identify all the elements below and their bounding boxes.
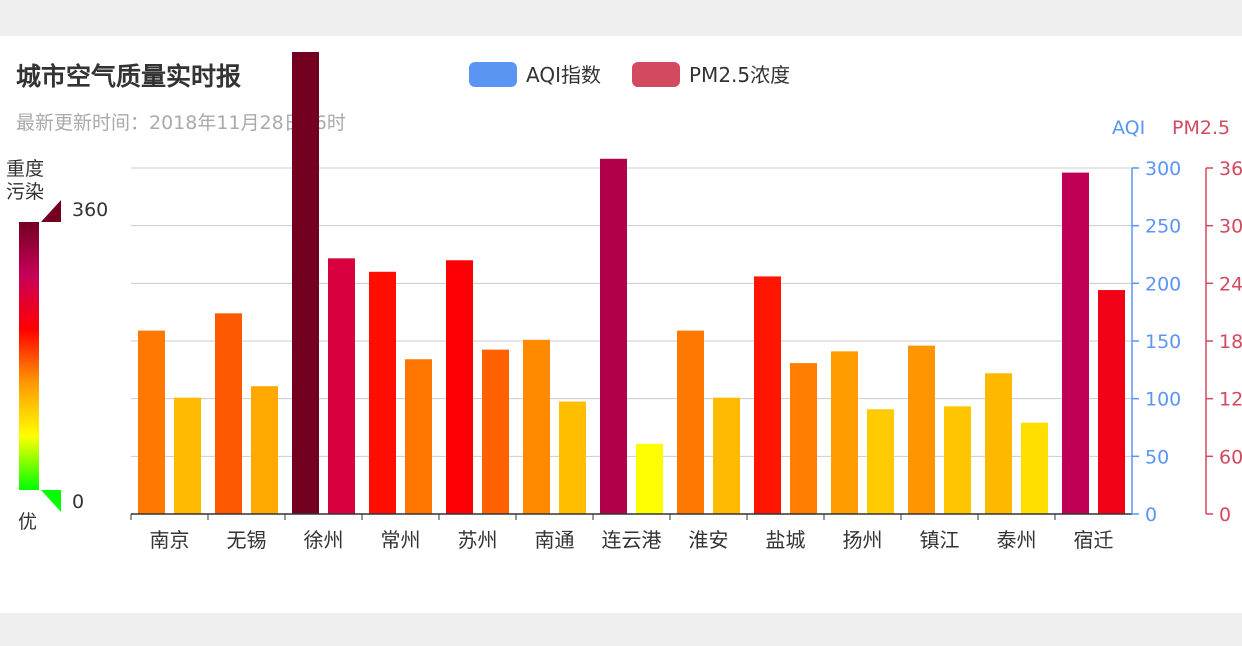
pm25-bar[interactable] [867,409,894,514]
x-tick-label: 南通 [535,528,575,552]
aqi-bar[interactable] [446,260,473,514]
y-tick-label-pm25: 360 [1219,158,1242,180]
y-tick-label-aqi: 150 [1145,331,1181,353]
x-tick-label: 常州 [381,528,421,552]
legend: AQI指数 PM2.5浓度 [469,62,790,87]
legend-label-pm25[interactable]: PM2.5浓度 [689,63,790,87]
x-tick-label: 盐城 [766,528,806,552]
pm25-bar[interactable] [405,359,432,514]
pm25-bar[interactable] [1098,290,1125,514]
visual-map-top-label-line1: 重度 [6,158,44,180]
aqi-bar[interactable] [215,313,242,514]
x-tick-label: 连云港 [602,528,662,552]
y-tick-label-aqi: 0 [1145,504,1157,526]
pm25-bar[interactable] [251,386,278,514]
pm25-bar[interactable] [713,397,740,514]
y-tick-label-aqi: 100 [1145,389,1181,411]
bars [138,52,1125,515]
pm25-bar[interactable] [790,363,817,514]
air-quality-chart: 城市空气质量实时报 最新更新时间：2018年11月28日06时 AQI指数 PM… [6,52,1242,552]
y-tick-label-pm25: 60 [1219,446,1242,468]
x-tick-label: 无锡 [227,528,267,552]
chart-panel: 城市空气质量实时报 最新更新时间：2018年11月28日06时 AQI指数 PM… [0,36,1242,613]
aqi-bar[interactable] [754,276,781,514]
pm25-bar[interactable] [1021,422,1048,514]
aqi-bar[interactable] [138,330,165,514]
aqi-bar[interactable] [985,373,1012,514]
x-tick-label: 淮安 [689,528,729,552]
x-tick-label: 徐州 [304,528,344,552]
pm25-bar[interactable] [636,443,663,514]
visual-map-max-handle[interactable] [41,200,61,222]
aqi-bar[interactable] [1062,172,1089,514]
pm25-bar[interactable] [174,397,201,514]
chart-title: 城市空气质量实时报 [16,62,241,91]
aqi-bar[interactable] [523,339,550,514]
y-tick-label-pm25: 300 [1219,216,1242,238]
legend-swatch-aqi[interactable] [469,62,517,87]
visual-map-top-label-line2: 污染 [6,181,44,203]
y-tick-label-aqi: 50 [1145,446,1169,468]
visual-map-gradient-bar[interactable] [19,222,39,490]
y-tick-label-pm25: 180 [1219,331,1242,353]
aqi-bar[interactable] [908,345,935,514]
y-tick-label-pm25: 240 [1219,273,1242,295]
y-tick-label-pm25: 0 [1219,504,1231,526]
visual-map-min-label: 0 [72,491,84,513]
aqi-bar[interactable] [677,330,704,514]
aqi-bar[interactable] [831,351,858,514]
chart-subtitle: 最新更新时间：2018年11月28日06时 [16,112,346,134]
legend-label-aqi[interactable]: AQI指数 [526,63,601,87]
x-tick-label: 南京 [150,528,190,552]
x-tick-label: 镇江 [920,528,960,552]
pm25-bar[interactable] [328,258,355,514]
y-axis-name-pm25: PM2.5 [1172,117,1230,139]
axes: 南京 无锡 徐州 常州 苏州 南通 连云港 淮安 盐城 扬州 镇江 泰州 宿迁 0 50 100 150 200 2… [130,158,1242,552]
x-tick-label: 泰州 [997,528,1037,552]
x-tick-label: 宿迁 [1074,528,1114,552]
grid-lines [131,167,1132,457]
x-tick-label: 苏州 [458,528,498,552]
y-axis-name-aqi: AQI [1112,117,1145,139]
y-tick-label-aqi: 200 [1145,273,1181,295]
visual-map: 重度 污染 360 0 优 [6,158,108,533]
aqi-bar[interactable] [369,271,396,514]
visual-map-max-label: 360 [72,199,108,221]
y-tick-label-pm25: 120 [1219,389,1242,411]
pm25-bar[interactable] [944,406,971,514]
y-tick-label-aqi: 250 [1145,216,1181,238]
aqi-bar[interactable] [292,52,319,514]
visual-map-min-handle[interactable] [41,490,61,512]
visual-map-bottom-label: 优 [18,511,37,533]
legend-swatch-pm25[interactable] [632,62,680,87]
aqi-bar[interactable] [600,158,627,515]
y-tick-label-aqi: 300 [1145,158,1181,180]
pm25-bar[interactable] [559,401,586,514]
pm25-bar[interactable] [482,349,509,514]
x-tick-label: 扬州 [843,528,883,552]
